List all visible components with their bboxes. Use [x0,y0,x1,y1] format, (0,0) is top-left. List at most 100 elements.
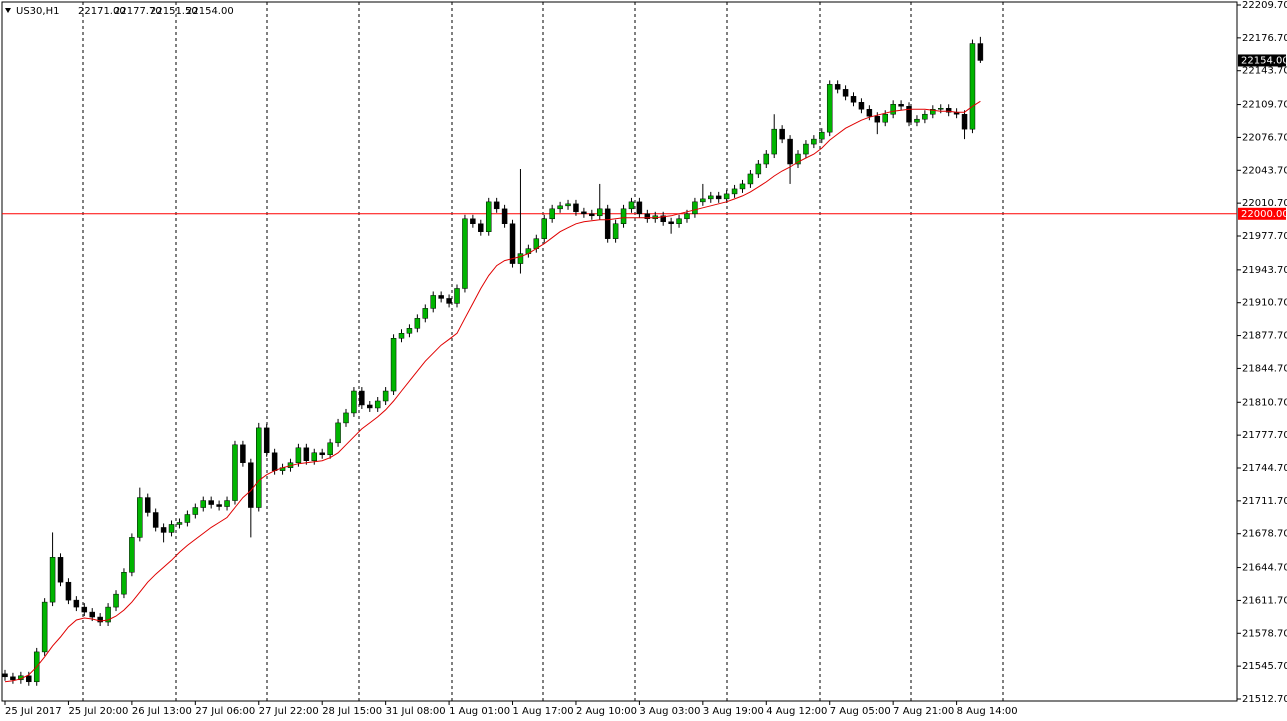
candle-body [549,208,555,220]
level-tag [1238,207,1286,220]
candle-body [303,447,310,461]
candle-body [406,328,413,334]
candle-body [628,201,635,210]
y-tick-label: 21711.70 [1242,496,1287,507]
candle-body [374,400,381,409]
moving-average [4,100,981,683]
candle-body [65,581,72,601]
price-tag-label: 22154.00 [1241,55,1287,66]
candle-body [240,444,246,463]
x-tick-label: 7 Aug 05:00 [830,706,891,717]
candle-body [708,195,714,200]
x-tick-label: 1 Aug 17:00 [513,706,574,717]
candle-body [248,462,254,508]
candle-body [589,213,595,217]
candle-body [335,422,341,444]
candle-body [803,143,809,155]
candle-body [311,452,318,461]
candle-body [256,427,262,508]
candle-body [351,390,357,414]
candle-body [771,128,777,155]
y-tick-label: 22176.70 [1242,33,1287,44]
candle-body [692,201,698,215]
candle-body [129,537,135,573]
candle-body [660,215,666,223]
x-tick-label: 4 Aug 12:00 [766,706,827,717]
candle-body [676,218,682,225]
candle-body [977,43,984,61]
candle-body [446,298,452,304]
price-tag [1238,54,1286,67]
candle-body [763,153,770,165]
candle-body [137,497,143,538]
y-tick-label: 21644.70 [1242,563,1287,574]
candle-body [795,153,801,165]
candle-body [493,201,500,210]
quote-value: 22177.70 [114,6,162,17]
candle-body [866,108,873,117]
level-tag-label: 22000.00 [1241,209,1287,220]
candle-body [969,43,976,130]
candle-body [811,138,817,145]
candle-body [41,601,48,653]
x-tick-label: 7 Aug 21:00 [893,706,954,717]
candle-body [232,444,238,501]
candle-body [937,108,944,110]
y-tick-label: 21977.70 [1242,231,1287,242]
candle-body [874,115,881,123]
candle-body [430,295,436,309]
y-tick-label: 22010.70 [1242,198,1287,209]
y-tick-label: 21777.70 [1242,430,1287,441]
y-tick-label: 21678.70 [1242,529,1287,540]
x-tick-label: 28 Jul 15:00 [322,706,382,717]
x-tick-label: 27 Jul 22:00 [259,706,319,717]
x-tick-label: 3 Aug 19:00 [703,706,764,717]
candle-body [961,113,968,130]
candle-body [882,113,888,123]
candle-body [176,522,183,525]
candle-body [819,131,825,140]
candle-body [858,102,865,110]
candle-body [271,452,278,471]
y-tick-label: 22076.70 [1242,132,1287,143]
y-tick-label: 22143.70 [1242,66,1287,77]
candle-body [200,500,206,508]
candle-body [700,198,706,203]
candle-body [842,89,849,97]
candle-body [398,333,405,339]
y-tick-label: 21578.70 [1242,628,1287,639]
candle-body [684,213,690,220]
candle-body [517,253,524,264]
candle-body [26,675,32,683]
candle-body [367,404,373,409]
candle-body [573,203,579,213]
candle-body [597,208,603,217]
quote-value: 22154.00 [186,6,234,17]
y-tick-label: 21844.70 [1242,363,1287,374]
candle-body [263,427,270,454]
x-tick-label: 3 Aug 03:00 [639,706,700,717]
y-tick-label: 22209.70 [1242,0,1287,11]
plot-frame [1,1,1238,702]
candle-body [636,201,643,215]
candle-body [343,412,349,424]
y-tick-label: 21611.70 [1242,595,1287,606]
candle-body [97,616,103,623]
candle-body [192,507,199,515]
candle-body [723,193,730,200]
candle-body [850,96,857,103]
candle-body [747,173,754,185]
candle-body [105,606,111,623]
candle-body [152,512,159,528]
candle-body [731,188,738,195]
quote-value: 22151.50 [150,6,198,17]
candle-body [57,557,64,583]
candle-body [89,611,95,618]
menu-arrow [5,8,11,13]
candle-body [668,221,674,225]
x-tick-label: 25 Jul 2017 [5,706,62,717]
candle-body [462,218,468,289]
candle-body [121,571,127,595]
candle-body [739,183,746,190]
candle-body [382,390,389,402]
